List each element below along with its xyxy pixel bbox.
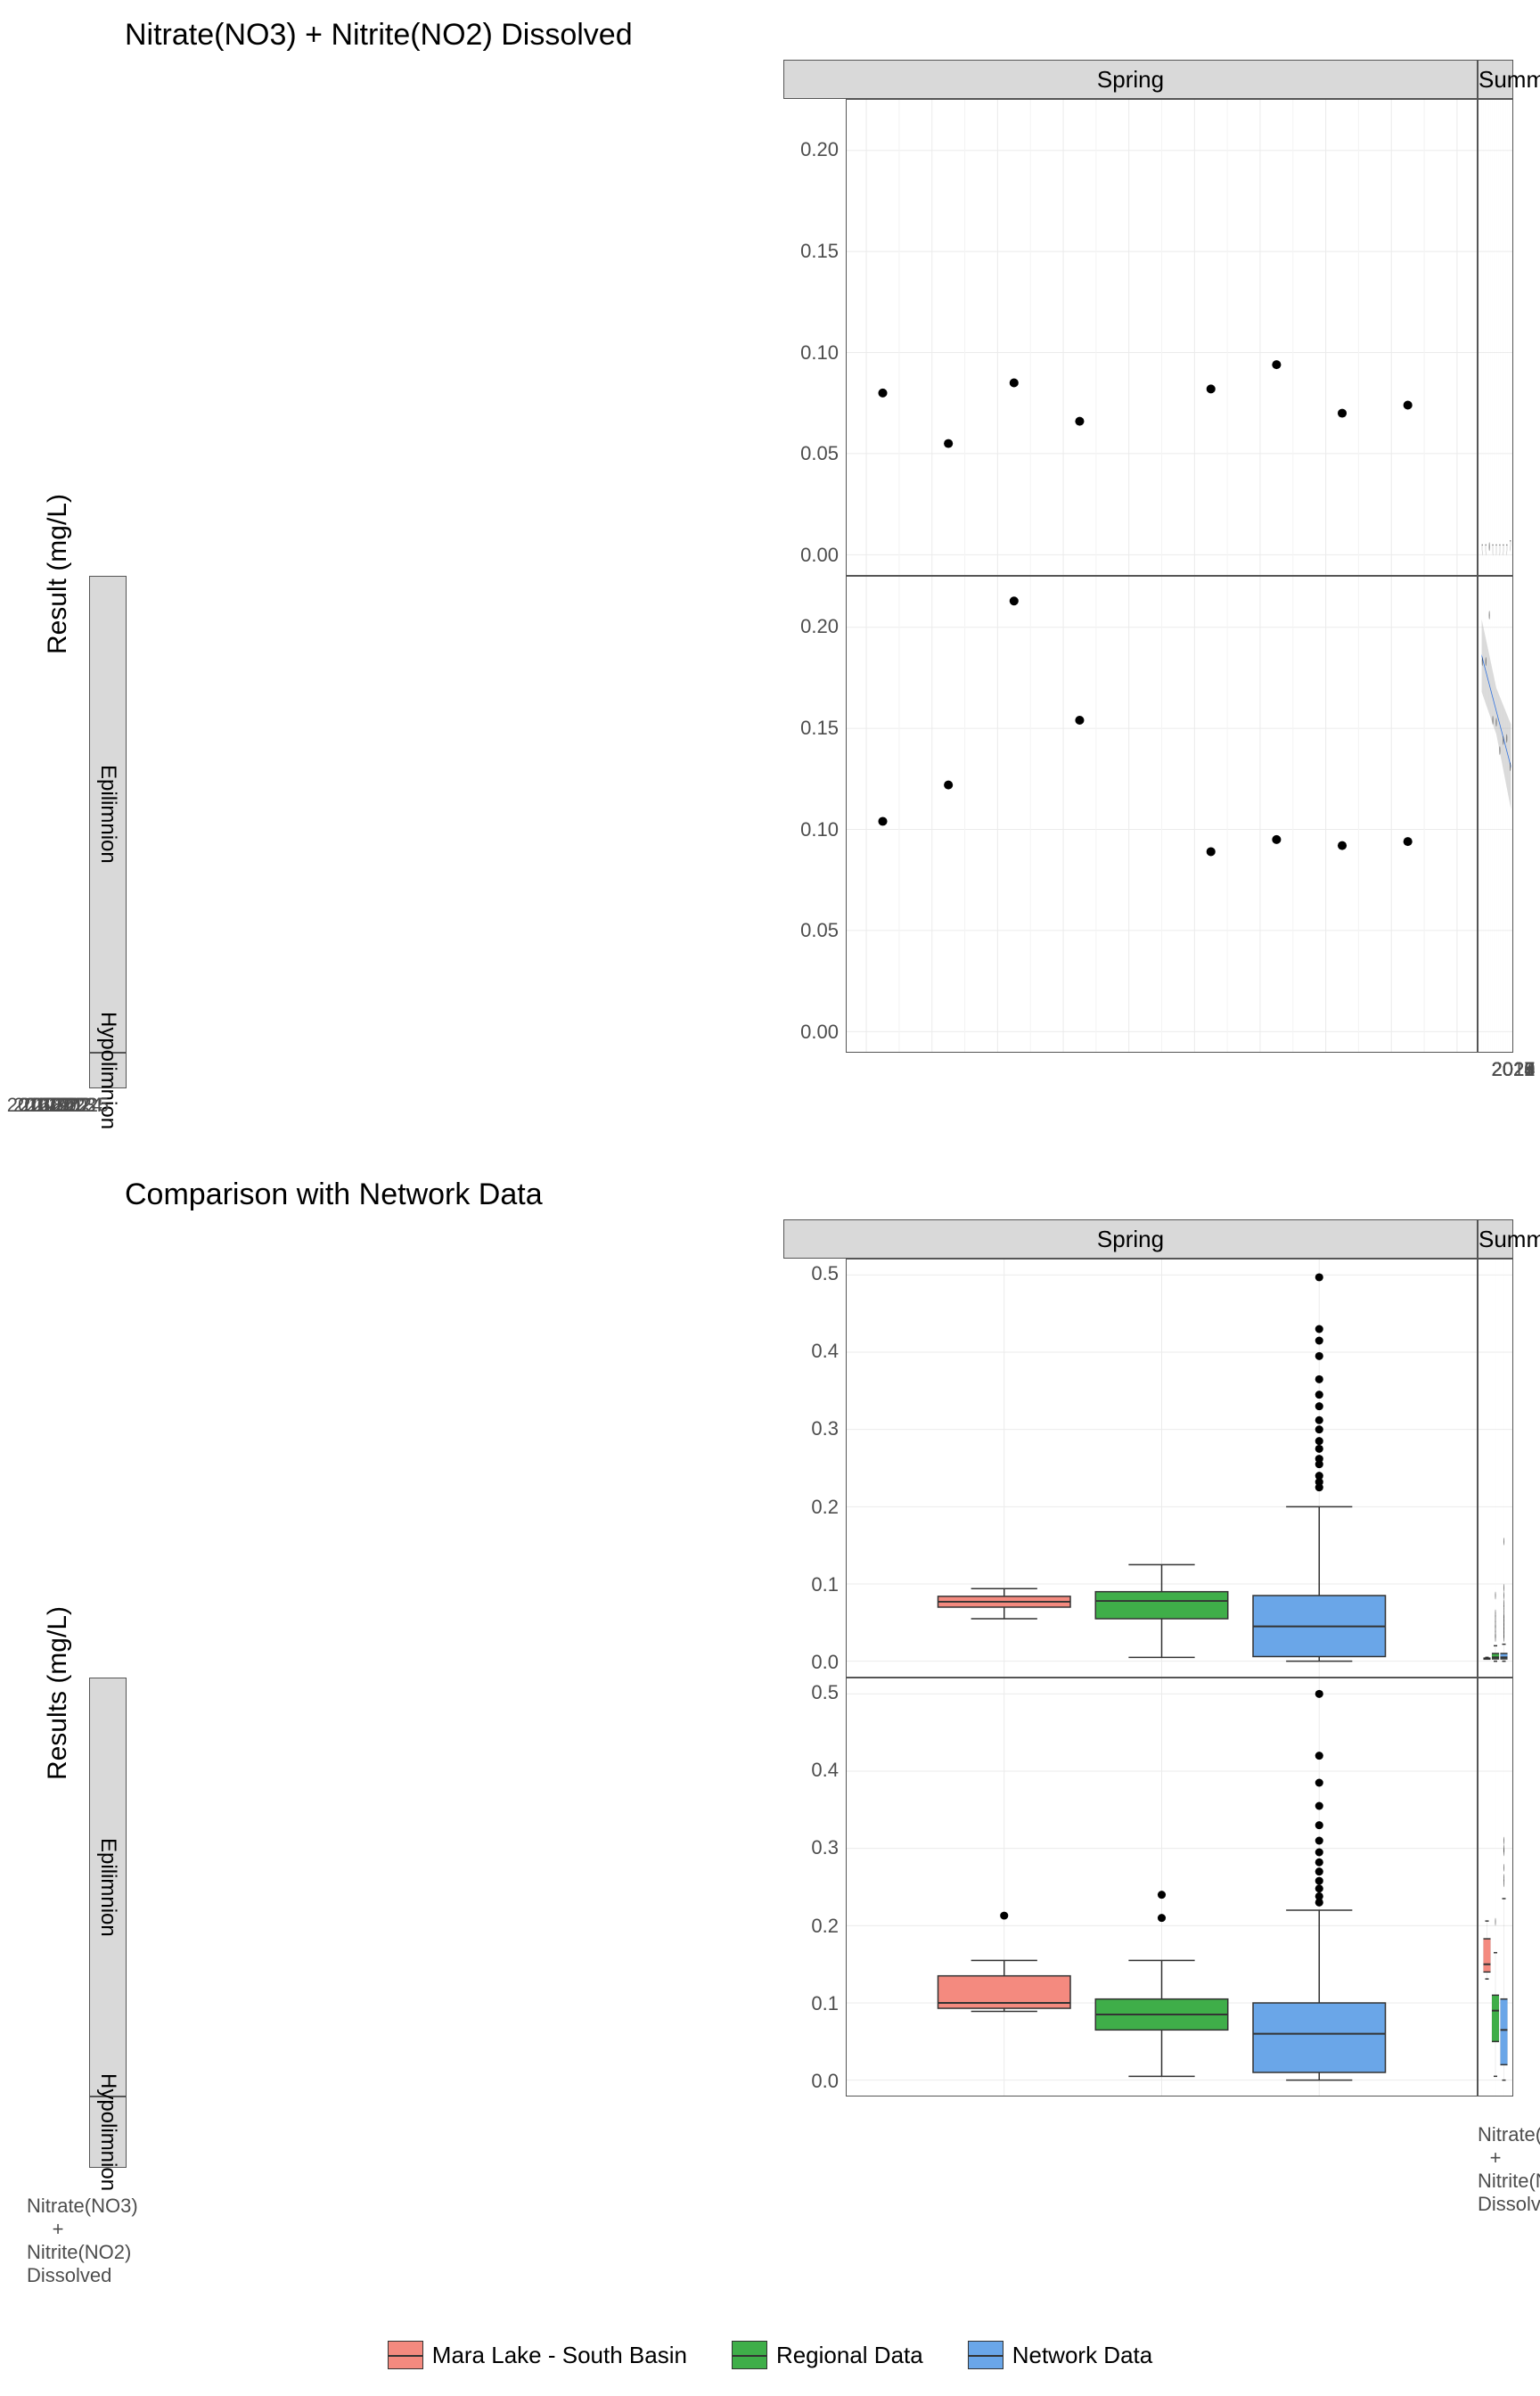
chart1-xaxis-right: 2016201720182019202020212022202320242025 <box>27 1088 89 1124</box>
chart2-title: Comparison with Network Data <box>125 1177 1540 1212</box>
chart1-panel-spring-epi-wrap: 0.000.050.100.150.20 <box>783 99 1478 576</box>
legend-label: Regional Data <box>776 2342 923 2369</box>
chart1-panel-spring-hypo <box>846 576 1478 1053</box>
chart2-panel-spring-hypo <box>846 1678 1478 2096</box>
legend-item: Network Data <box>968 2341 1153 2369</box>
chart1-title: Nitrate(NO3) + Nitrite(NO2) Dissolved <box>125 18 1540 53</box>
legend-swatch <box>968 2341 1003 2369</box>
legend-item: Mara Lake - South Basin <box>388 2341 687 2369</box>
chart1-panel-summer-hypo <box>1478 576 1513 1053</box>
legend-swatch <box>732 2341 767 2369</box>
chart1-ylabel: Result (mg/L) <box>27 60 89 1088</box>
chart1-panel-summer-hypo-wrap <box>1478 576 1513 1053</box>
chart1-row-hypo: Hypolimnion <box>89 1053 127 1088</box>
chart2-grid: Results (mg/L) Spring Summer 0.00.10.20.… <box>27 1219 1513 2296</box>
chart2-xlabel-left: Nitrate(NO3) + Nitrite(NO2) Dissolved <box>1478 2096 1513 2225</box>
chart1-panel-summer-epi-wrap <box>1478 99 1513 576</box>
chart2-row-hypo: Hypolimnion <box>89 2096 127 2168</box>
chart2-xlabel-right: Nitrate(NO3) + Nitrite(NO2) Dissolved <box>27 2168 89 2296</box>
chart2-ylabel: Results (mg/L) <box>27 1219 89 2168</box>
chart1-grid: Result (mg/L) Spring Summer 0.000.050.10… <box>27 60 1513 1124</box>
chart1-panel-spring-hypo-wrap: 0.000.050.100.150.20 <box>783 576 1478 1053</box>
chart1-row-epi: Epilimnion <box>89 576 127 1053</box>
chart2-panel-summer-hypo <box>1478 1678 1513 2096</box>
chart1-col-summer: Summer <box>1478 60 1513 99</box>
chart1-col-spring: Spring <box>783 60 1478 99</box>
chart2-col-summer: Summer <box>1478 1219 1513 1259</box>
chart2-panel-summer-epi <box>1478 1259 1513 1678</box>
chart2-panel-spring-epi <box>846 1259 1478 1678</box>
chart1-strip-topgap <box>89 60 783 99</box>
chart1-panel-summer-epi <box>1478 99 1513 576</box>
chart1-panel-spring-epi <box>846 99 1478 576</box>
chart2-row-epi: Epilimnion <box>89 1678 127 2096</box>
legend: Mara Lake - South Basin Regional Data Netw… <box>0 2296 1540 2396</box>
chart2-col-spring: Spring <box>783 1219 1478 1259</box>
legend-label: Mara Lake - South Basin <box>432 2342 687 2369</box>
legend-label: Network Data <box>1012 2342 1153 2369</box>
legend-item: Regional Data <box>732 2341 923 2369</box>
legend-swatch <box>388 2341 423 2369</box>
chart1-xaxis-left: 2016201720182019202020212022202320242025 <box>1478 1053 1513 1088</box>
